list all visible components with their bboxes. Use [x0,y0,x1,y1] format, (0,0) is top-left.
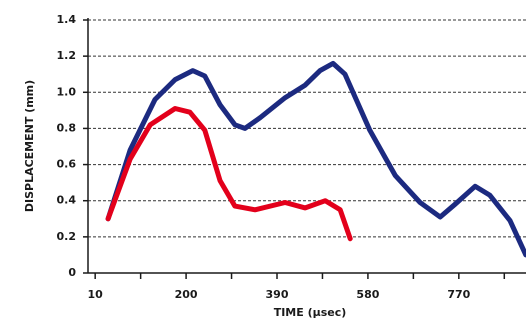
series-line [105,106,353,242]
y-tick-label: 0.8 [57,121,77,134]
x-tick-label: 770 [447,288,470,301]
y-tick-label: 1.2 [57,49,77,62]
series-line [105,60,526,258]
y-tick-label: 0.4 [57,194,77,207]
x-axis-label: TIME (µsec) [274,306,347,319]
y-tick-label: 1.4 [57,13,77,26]
y-tick-label: 0 [68,266,76,279]
x-tick-label: 200 [175,288,198,301]
x-tick-label: 10 [88,288,104,301]
y-tick-label: 1.0 [57,85,77,98]
y-axis-label: DISPLACEMENT (mm) [23,80,36,212]
x-tick-label: 390 [266,288,289,301]
y-tick-label: 0.2 [57,230,77,243]
x-tick-label: 580 [356,288,379,301]
y-tick-label: 0.6 [57,158,77,171]
